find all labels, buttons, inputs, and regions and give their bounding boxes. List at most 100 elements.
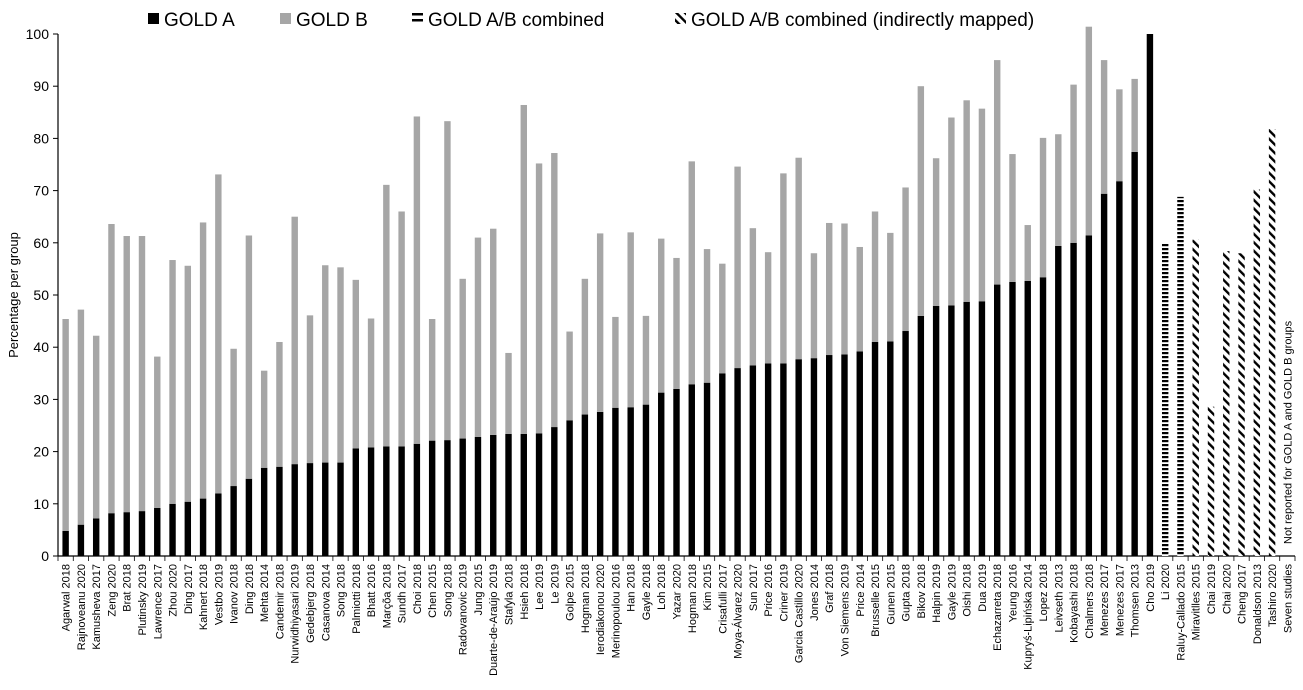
bar-gold-a xyxy=(642,404,650,556)
bar-gold-a xyxy=(138,511,146,556)
bar-gold-a xyxy=(322,462,329,556)
bar-gold-b xyxy=(719,263,726,374)
bar-gold-a xyxy=(810,358,818,556)
bar-gold-a xyxy=(276,466,283,556)
x-tick-label: Gedebjerg 2018 xyxy=(305,564,317,643)
bar-gold-b xyxy=(291,216,298,465)
x-tick-label: Ding 2018 xyxy=(244,564,256,614)
bar-gold-a xyxy=(826,355,833,556)
bar-gold-b xyxy=(230,348,237,487)
y-tick-label: 80 xyxy=(33,130,49,146)
bar-gold-b xyxy=(780,173,787,364)
bar-gold-a xyxy=(734,368,741,556)
bar-gold-b xyxy=(612,316,619,408)
bar-gold-b xyxy=(764,252,772,364)
bar-gold-a xyxy=(1085,235,1093,556)
bar-gold-b xyxy=(1100,60,1108,194)
bar-gold-b xyxy=(1131,78,1138,152)
bar-gold-b xyxy=(215,174,222,494)
x-tick-label: Dua 2019 xyxy=(977,564,989,612)
x-tick-label: Candemir 2018 xyxy=(274,564,286,639)
bar-gold-b xyxy=(505,352,512,434)
x-tick-label: Rajnoveanu 2020 xyxy=(76,564,88,650)
bar-gold-a xyxy=(184,501,192,556)
bar-gold-a xyxy=(123,512,130,556)
x-tick-label: Oishi 2018 xyxy=(962,564,974,617)
y-tick-label: 70 xyxy=(33,183,49,199)
bar-gold-b xyxy=(490,228,497,435)
bar-gold-a xyxy=(490,434,497,556)
x-tick-label: Brusselle 2015 xyxy=(870,564,882,637)
x-tick-label: Menezes 2017 xyxy=(1114,564,1126,636)
legend-swatch xyxy=(280,13,291,24)
x-tick-label: Hsieh 2018 xyxy=(519,564,531,620)
bar-gold-b xyxy=(123,236,130,513)
bar-gold-ab-indirect xyxy=(1238,253,1245,557)
x-tick-label: Sun 2017 xyxy=(748,564,760,611)
bar-gold-b xyxy=(535,163,543,434)
bar-gold-b xyxy=(77,309,85,525)
x-tick-label: Crisafulli 2017 xyxy=(717,564,729,634)
bar-gold-a xyxy=(551,427,558,556)
bar-gold-b xyxy=(841,223,848,355)
bar-gold-b xyxy=(1085,26,1093,236)
x-tick-label: Stafyla 2018 xyxy=(504,564,516,625)
x-tick-label: Seven studies xyxy=(1282,564,1294,634)
bar-gold-b xyxy=(948,117,955,306)
bar-gold-b xyxy=(627,232,634,408)
x-tick-label: Mehta 2014 xyxy=(259,564,271,622)
bar-gold-b xyxy=(1070,84,1077,243)
bar-gold-a xyxy=(230,486,237,556)
x-tick-label: Kamusheva 2017 xyxy=(91,564,103,650)
bar-gold-b xyxy=(413,116,421,444)
x-tick-label: Kupryś-Lipińska 2014 xyxy=(1023,564,1035,670)
x-tick-label: Duarte-de-Araújo 2019 xyxy=(488,564,500,676)
x-tick-label: Sundh 2017 xyxy=(397,564,409,623)
x-tick-label: Raluy-Callado 2015 xyxy=(1175,564,1187,661)
bar-gold-a xyxy=(367,447,375,556)
bar-gold-b xyxy=(154,356,161,508)
bar-gold-b xyxy=(398,211,405,447)
bar-gold-b xyxy=(444,121,451,441)
legend-swatch xyxy=(148,13,159,24)
x-tick-label: Yeung 2016 xyxy=(1007,564,1019,622)
bar-gold-a xyxy=(902,331,909,556)
bar-gold-b xyxy=(856,246,863,352)
x-tick-label: Lopez 2018 xyxy=(1038,564,1050,622)
bar-gold-a xyxy=(383,446,390,556)
x-tick-label: Vestbo 2019 xyxy=(213,564,225,625)
y-tick-label: 20 xyxy=(33,444,49,460)
x-tick-label: Kim 2015 xyxy=(702,564,714,610)
x-tick-label: Bikov 2018 xyxy=(916,564,928,618)
bar-gold-b xyxy=(795,157,802,360)
bar-gold-a xyxy=(780,363,787,556)
x-tick-label: Menezes 2017 xyxy=(1099,564,1111,636)
x-tick-label: Chalmers 2018 xyxy=(1084,564,1096,639)
bar-gold-b xyxy=(703,249,711,383)
bar-gold-a xyxy=(535,433,543,556)
x-tick-label: Brat 2018 xyxy=(122,564,134,612)
x-tick-label: Gayle 2019 xyxy=(946,564,958,620)
bar-gold-b xyxy=(749,228,757,366)
x-tick-label: Hogman 2018 xyxy=(687,564,699,633)
x-tick-label: Thomsen 2013 xyxy=(1130,564,1142,637)
x-tick-label: Chai 2020 xyxy=(1221,564,1233,614)
y-tick-label: 40 xyxy=(33,339,49,355)
bar-gold-b xyxy=(169,260,176,504)
bar-gold-a xyxy=(1055,245,1062,556)
bar-gold-a xyxy=(1039,277,1047,556)
bar-gold-a xyxy=(291,464,298,556)
x-tick-label: Chai 2019 xyxy=(1206,564,1218,614)
y-tick-label: 90 xyxy=(33,78,49,94)
bar-gold-a xyxy=(1100,193,1108,556)
bar-gold-a xyxy=(1146,34,1154,556)
x-tick-label: Halpin 2019 xyxy=(931,564,943,623)
bar-gold-a xyxy=(92,518,100,556)
bar-gold-b xyxy=(428,319,436,441)
bar-gold-a xyxy=(688,384,695,556)
x-tick-label: Choi 2018 xyxy=(412,564,424,614)
x-tick-label: Chen 2015 xyxy=(427,564,439,618)
y-axis-label: Percentage per group xyxy=(6,232,21,358)
x-tick-label: Moya-Álvarez 2020 xyxy=(732,564,745,659)
x-tick-label: Tashiro 2020 xyxy=(1267,564,1279,627)
